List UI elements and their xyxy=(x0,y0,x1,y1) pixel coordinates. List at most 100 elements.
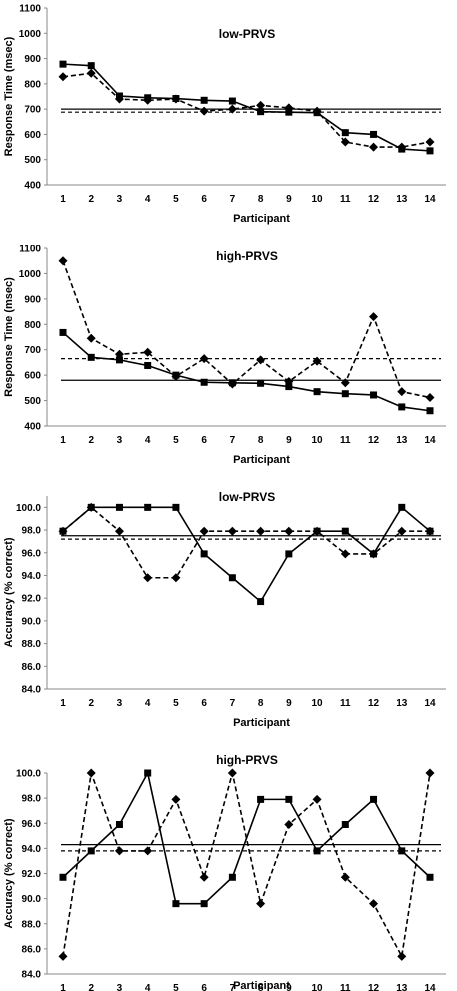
x-tick-label: 2 xyxy=(88,698,94,709)
diamond-marker xyxy=(369,312,379,322)
square-marker xyxy=(370,391,378,399)
series-line-dashed xyxy=(62,772,431,959)
square-marker xyxy=(426,873,434,881)
x-tick-label: 1 xyxy=(60,194,66,205)
diamond-marker xyxy=(425,137,435,147)
x-axis-label: Participant xyxy=(233,454,290,466)
x-tick-label: 6 xyxy=(201,194,207,205)
series-line-dashed xyxy=(62,260,431,399)
diamond-marker xyxy=(114,846,124,856)
diamond-marker xyxy=(171,371,181,381)
y-tick-label: 900 xyxy=(24,54,41,65)
diamond-marker xyxy=(86,333,96,343)
diamond-marker xyxy=(143,573,153,583)
x-axis-label: Participant xyxy=(233,717,290,729)
y-tick-label: 92.0 xyxy=(22,869,42,880)
square-marker xyxy=(285,795,293,803)
square-marker xyxy=(341,390,349,398)
y-tick-label: 400 xyxy=(24,422,41,433)
x-axis-label: Participant xyxy=(233,213,290,225)
diamond-marker xyxy=(86,768,96,778)
x-tick-label: 4 xyxy=(145,983,151,991)
diamond-marker xyxy=(284,526,294,536)
square-marker xyxy=(257,795,265,803)
y-tick-label: 96.0 xyxy=(22,548,42,559)
x-tick-label: 9 xyxy=(286,194,292,205)
diamond-marker xyxy=(425,768,435,778)
square-marker xyxy=(172,900,180,908)
diamond-marker xyxy=(397,951,407,961)
diamond-marker xyxy=(340,378,350,388)
y-tick-label: 1100 xyxy=(19,4,41,15)
square-marker xyxy=(285,383,293,391)
diamond-marker xyxy=(369,142,379,152)
square-marker xyxy=(370,795,378,803)
diamond-marker xyxy=(312,526,322,536)
diamond-marker xyxy=(397,142,407,152)
square-marker xyxy=(144,361,152,369)
chart-title: low-PRVS xyxy=(219,490,275,504)
x-tick-label: 4 xyxy=(145,435,151,446)
diamond-marker xyxy=(199,354,209,364)
x-tick-label: 14 xyxy=(424,194,436,205)
square-marker xyxy=(313,388,321,396)
x-tick-label: 11 xyxy=(340,194,351,205)
square-marker xyxy=(59,873,67,881)
x-tick-label: 2 xyxy=(88,194,94,205)
x-tick-label: 2 xyxy=(88,435,94,446)
square-marker xyxy=(341,821,349,829)
x-tick-label: 8 xyxy=(258,983,264,991)
square-marker xyxy=(87,847,95,855)
x-tick-label: 3 xyxy=(117,698,123,709)
square-marker xyxy=(313,847,321,855)
x-tick-label: 10 xyxy=(312,698,324,709)
diamond-marker xyxy=(256,899,266,909)
diamond-marker xyxy=(199,872,209,882)
x-tick-label: 7 xyxy=(230,435,236,446)
x-tick-label: 14 xyxy=(424,435,436,446)
square-marker xyxy=(87,62,95,70)
y-tick-label: 94.0 xyxy=(22,571,42,582)
diamond-marker xyxy=(58,526,68,536)
y-tick-label: 90.0 xyxy=(22,894,42,905)
y-tick-label: 98.0 xyxy=(22,794,42,805)
x-tick-label: 8 xyxy=(258,698,264,709)
square-marker xyxy=(200,96,208,104)
y-axis-label: Response Time (msec) xyxy=(3,36,15,156)
y-tick-label: 1100 xyxy=(19,245,41,255)
square-marker xyxy=(398,503,406,511)
diamond-marker xyxy=(227,768,237,778)
square-marker xyxy=(370,130,378,138)
x-tick-label: 14 xyxy=(424,698,436,709)
square-marker xyxy=(200,378,208,386)
y-tick-label: 600 xyxy=(24,130,41,141)
x-tick-label: 11 xyxy=(340,698,351,709)
x-tick-label: 12 xyxy=(368,698,380,709)
square-marker xyxy=(398,403,406,411)
square-marker xyxy=(341,129,349,137)
x-tick-label: 6 xyxy=(201,983,207,991)
square-marker xyxy=(285,550,293,558)
x-tick-label: 5 xyxy=(173,983,179,991)
square-marker xyxy=(398,847,406,855)
y-tick-label: 800 xyxy=(24,320,41,331)
diamond-marker xyxy=(284,103,294,113)
x-tick-label: 13 xyxy=(396,435,408,446)
diamond-marker xyxy=(58,951,68,961)
square-marker xyxy=(115,356,123,364)
y-tick-label: 700 xyxy=(24,345,41,356)
diamond-marker xyxy=(425,393,435,403)
diamond-marker xyxy=(340,137,350,147)
x-tick-label: 11 xyxy=(340,435,351,446)
y-axis-label: Accuracy (% correct) xyxy=(3,537,15,647)
diamond-marker xyxy=(143,846,153,856)
diamond-marker xyxy=(171,573,181,583)
diamond-marker xyxy=(171,794,181,804)
square-marker xyxy=(115,821,123,829)
y-tick-label: 92.0 xyxy=(22,594,42,605)
x-tick-label: 14 xyxy=(424,983,436,991)
